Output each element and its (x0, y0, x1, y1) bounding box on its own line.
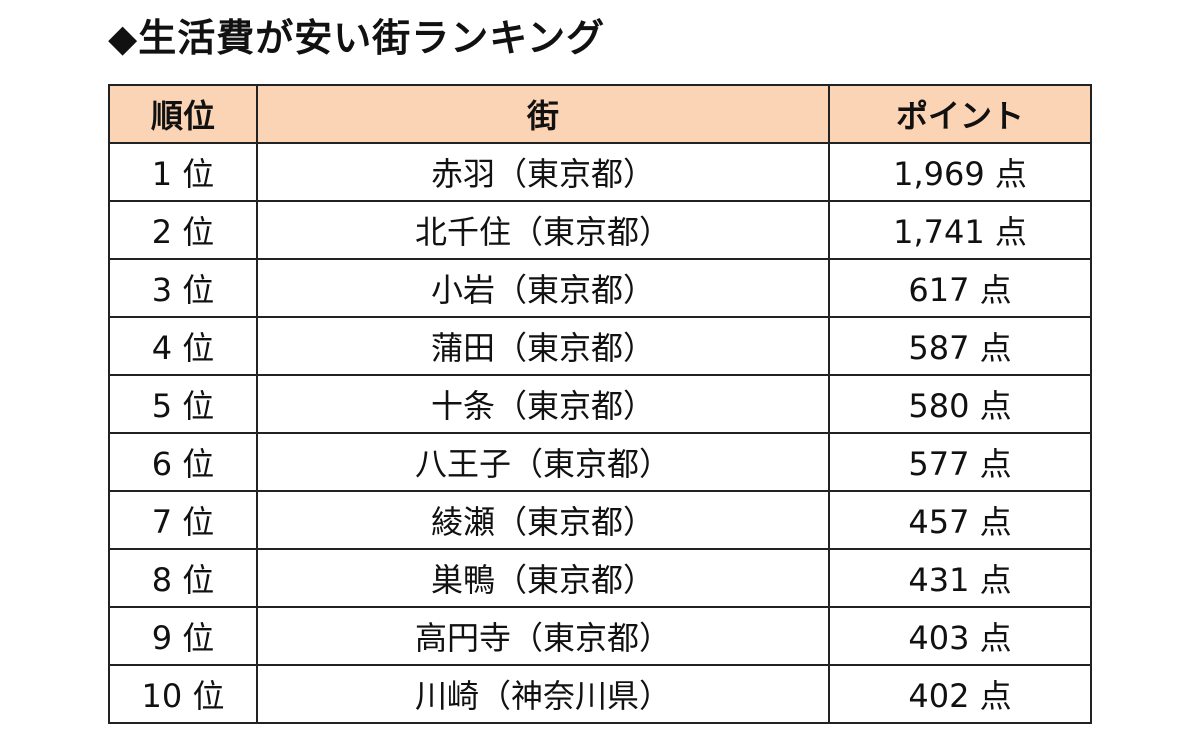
points-cell: 403 点 (828, 606, 1092, 666)
points-cell: 617 点 (828, 258, 1092, 318)
town-cell: 小岩（東京都） (256, 258, 830, 318)
town-cell: 十条（東京都） (256, 374, 830, 434)
points-cell: 580 点 (828, 374, 1092, 434)
table-row: 10 位 川崎（神奈川県） 402 点 (108, 664, 1092, 724)
points-cell: 457 点 (828, 490, 1092, 550)
town-cell: 綾瀬（東京都） (256, 490, 830, 550)
town-cell: 八王子（東京都） (256, 432, 830, 492)
points-cell: 402 点 (828, 664, 1092, 724)
column-header-town: 街 (256, 84, 830, 144)
points-cell: 1,969 点 (828, 142, 1092, 202)
rank-cell: 3 位 (108, 258, 258, 318)
column-header-rank: 順位 (108, 84, 258, 144)
rank-cell: 5 位 (108, 374, 258, 434)
table-header: 順位 街 ポイント (108, 84, 1092, 144)
table-row: 2 位 北千住（東京都） 1,741 点 (108, 200, 1092, 260)
table-row: 4 位 蒲田（東京都） 587 点 (108, 316, 1092, 376)
rank-cell: 6 位 (108, 432, 258, 492)
ranking-table: 順位 街 ポイント 1 位 赤羽（東京都） 1,969 点 2 位 北千住（東京… (108, 84, 1092, 724)
points-cell: 587 点 (828, 316, 1092, 376)
rank-cell: 1 位 (108, 142, 258, 202)
town-cell: 高円寺（東京都） (256, 606, 830, 666)
town-cell: 川崎（神奈川県） (256, 664, 830, 724)
town-cell: 赤羽（東京都） (256, 142, 830, 202)
rank-cell: 4 位 (108, 316, 258, 376)
page-title: ◆生活費が安い街ランキング (108, 16, 606, 60)
table-row: 5 位 十条（東京都） 580 点 (108, 374, 1092, 434)
town-cell: 北千住（東京都） (256, 200, 830, 260)
table-row: 6 位 八王子（東京都） 577 点 (108, 432, 1092, 492)
rank-cell: 8 位 (108, 548, 258, 608)
header-row: 順位 街 ポイント (108, 84, 1092, 144)
points-cell: 1,741 点 (828, 200, 1092, 260)
town-cell: 蒲田（東京都） (256, 316, 830, 376)
table-row: 8 位 巣鴨（東京都） 431 点 (108, 548, 1092, 608)
table-body: 1 位 赤羽（東京都） 1,969 点 2 位 北千住（東京都） 1,741 点… (108, 142, 1092, 724)
rank-cell: 7 位 (108, 490, 258, 550)
points-cell: 577 点 (828, 432, 1092, 492)
rank-cell: 10 位 (108, 664, 258, 724)
points-cell: 431 点 (828, 548, 1092, 608)
table-row: 9 位 高円寺（東京都） 403 点 (108, 606, 1092, 666)
column-header-points: ポイント (828, 84, 1092, 144)
table-row: 3 位 小岩（東京都） 617 点 (108, 258, 1092, 318)
rank-cell: 9 位 (108, 606, 258, 666)
rank-cell: 2 位 (108, 200, 258, 260)
town-cell: 巣鴨（東京都） (256, 548, 830, 608)
table-row: 1 位 赤羽（東京都） 1,969 点 (108, 142, 1092, 202)
table-row: 7 位 綾瀬（東京都） 457 点 (108, 490, 1092, 550)
